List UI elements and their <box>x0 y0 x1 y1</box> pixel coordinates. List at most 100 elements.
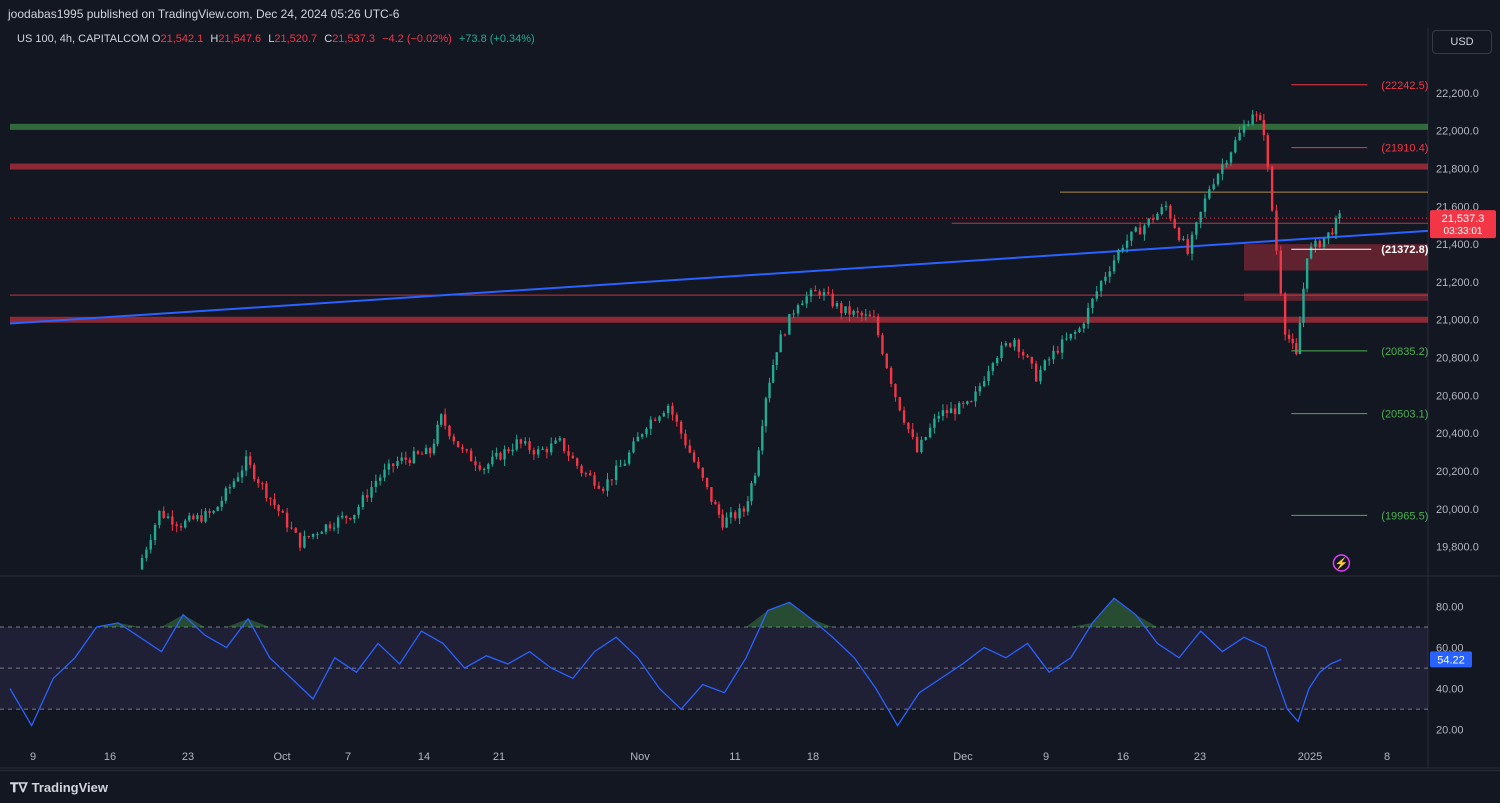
high-value: 21,547.6 <box>218 33 262 45</box>
candle-body <box>1169 205 1172 219</box>
candle-body <box>937 415 940 419</box>
candle-body <box>1043 360 1047 370</box>
candle-body <box>1117 250 1120 261</box>
candle-body <box>852 310 855 315</box>
candle-body <box>636 436 640 442</box>
high-label: H <box>210 33 219 45</box>
fib-label-3: (20835.2) <box>1381 346 1428 358</box>
candle-body <box>1279 250 1282 294</box>
candle-body <box>717 504 721 515</box>
level-zone-3 <box>10 316 1428 323</box>
candle-body <box>679 421 683 434</box>
extra-change-value: +73.8 (+0.34%) <box>458 33 535 45</box>
candle-body <box>1052 350 1055 360</box>
candle-body <box>1259 115 1262 121</box>
time-tick-label: 14 <box>418 751 430 763</box>
candle-body <box>340 515 344 518</box>
candle-body <box>610 479 614 481</box>
change-value: −4.2 (−0.02%) <box>382 33 452 45</box>
rsi-badge-value: 54.22 <box>1437 654 1465 666</box>
candle-body <box>1255 114 1258 116</box>
time-tick-label: 9 <box>1043 751 1049 763</box>
price-tick-label: 20,000.0 <box>1436 504 1479 516</box>
candle-body <box>487 464 490 469</box>
time-tick-label: 7 <box>345 751 351 763</box>
candle-body <box>675 414 678 422</box>
candle-body <box>1266 135 1269 167</box>
candle-body <box>1212 184 1215 190</box>
resistance-zone-1 <box>1243 293 1428 301</box>
candle-body <box>666 405 670 413</box>
candle-body <box>1069 333 1072 339</box>
candle-body <box>1242 125 1246 133</box>
time-tick-label: 2025 <box>1298 751 1322 763</box>
candle-body <box>742 508 746 512</box>
candle-body <box>212 510 215 513</box>
alert-glyph: ⚡ <box>1335 557 1349 570</box>
candle-body <box>827 292 830 294</box>
candle-body <box>1318 240 1321 248</box>
candle-body <box>1190 234 1194 254</box>
candle-body <box>1275 210 1278 251</box>
price-tick-label: 20,800.0 <box>1436 353 1479 365</box>
currency-button[interactable]: USD <box>1432 30 1492 54</box>
time-tick-label: 16 <box>104 751 116 763</box>
candle-body <box>982 381 986 387</box>
candle-body <box>894 384 897 398</box>
publisher-line: joodabas1995 published on TradingView.co… <box>8 7 400 21</box>
candle-body <box>277 505 280 512</box>
close-value: 21,537.3 <box>332 33 376 45</box>
candle-body <box>216 506 219 511</box>
candle-body <box>1078 328 1081 333</box>
candle-body <box>357 506 360 515</box>
candle-body <box>876 316 880 336</box>
symbol-label[interactable]: US 100, 4h, CAPITALCOM <box>17 33 149 45</box>
candle-body <box>537 449 540 455</box>
price-tick-label: 19,800.0 <box>1436 542 1479 554</box>
candle-body <box>1322 238 1326 248</box>
candle-body <box>645 428 648 435</box>
candle-body <box>366 495 369 498</box>
tradingview-logo[interactable]: 𝐓∇ TradingView <box>10 780 108 796</box>
candle-body <box>285 512 289 528</box>
candle-body <box>721 514 724 528</box>
candle-body <box>658 416 661 421</box>
candle-body <box>584 473 588 475</box>
candle-body <box>316 533 319 535</box>
candle-body <box>1060 339 1064 353</box>
price-badge-countdown: 03:33:01 <box>1444 226 1483 237</box>
candle-body <box>924 437 927 440</box>
candle-body <box>192 515 195 520</box>
candle-body <box>443 414 447 426</box>
chart-canvas[interactable]: (22242.5) (21910.4) (21372.8) (20835.2) (205… <box>0 0 1500 770</box>
candle-body <box>383 469 386 478</box>
candle-body <box>991 363 995 372</box>
candle-body <box>614 465 618 481</box>
candle-body <box>361 495 365 507</box>
candle-body <box>1156 213 1159 221</box>
candle-body <box>844 306 847 314</box>
candle-body <box>697 461 700 468</box>
candle-body <box>864 314 868 316</box>
candle-body <box>588 473 592 476</box>
candle-body <box>978 386 982 392</box>
low-label: L <box>268 33 275 45</box>
candle-body <box>962 402 965 404</box>
price-tick-label: 21,200.0 <box>1436 277 1479 289</box>
level-zone-0 <box>10 123 1428 130</box>
candle-body <box>1039 369 1042 382</box>
candle-body <box>1302 288 1305 323</box>
candle-body <box>265 483 268 498</box>
candle-body <box>145 549 148 559</box>
candle-body <box>688 445 691 453</box>
price-tick-label: 21,000.0 <box>1436 315 1479 327</box>
price-tick-label: 20,600.0 <box>1436 390 1479 402</box>
candle-body <box>966 401 969 404</box>
fib-label-2: (21372.8) <box>1381 244 1428 256</box>
candle-body <box>1225 162 1228 165</box>
candle-body <box>957 402 961 415</box>
candle-body <box>1164 205 1168 208</box>
candle-body <box>831 293 834 307</box>
rsi-tick-label: 80.00 <box>1436 601 1464 613</box>
